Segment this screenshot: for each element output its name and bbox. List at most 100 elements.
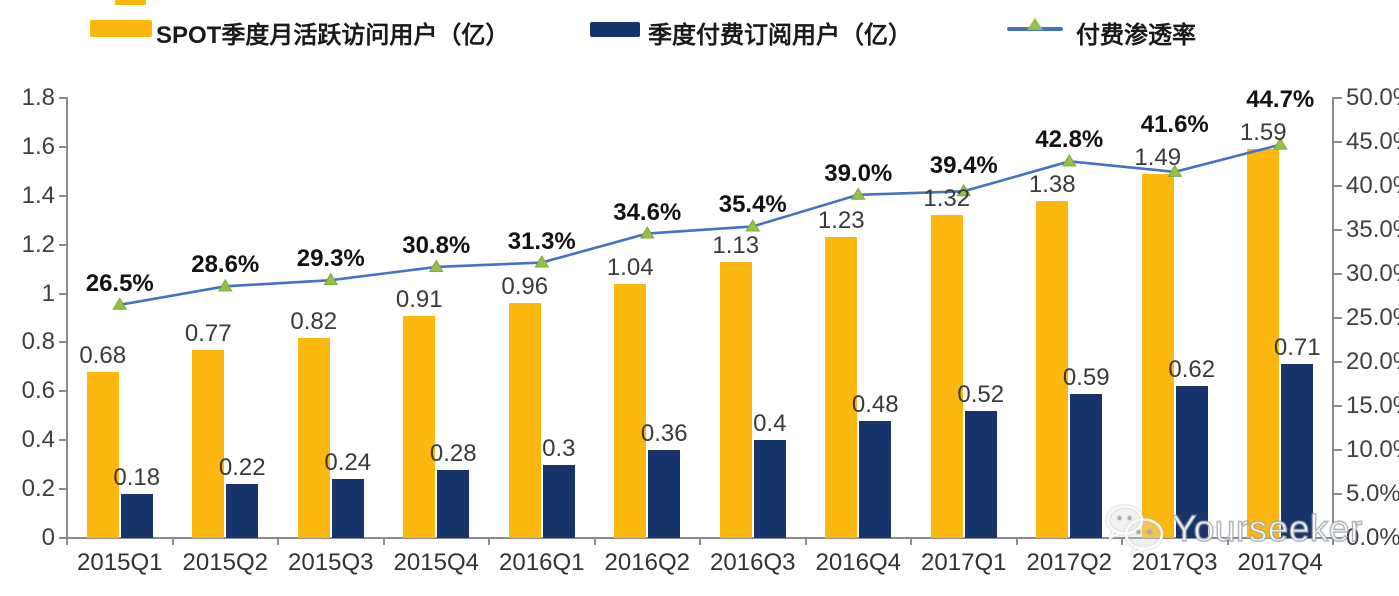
right-axis-tick-label: 20.0%	[1346, 348, 1399, 375]
mau-legend-swatch	[90, 20, 152, 37]
right-axis-tick	[1334, 405, 1342, 407]
right-axis-tick	[1334, 97, 1342, 99]
left-axis-tick	[59, 292, 66, 295]
left-axis-tick-label: 1.4	[21, 181, 55, 209]
x-axis-tick	[910, 538, 912, 545]
triangle-marker-icon	[534, 255, 550, 268]
triangle-marker-icon	[323, 272, 339, 286]
subs-bar	[964, 410, 997, 538]
x-axis-tick	[277, 538, 279, 545]
x-axis-tick	[593, 538, 596, 545]
left-axis-tick	[59, 97, 66, 99]
mau-bar	[825, 237, 858, 538]
x-category-label: 2015Q2	[182, 549, 268, 576]
x-axis-tick	[1015, 538, 1018, 545]
triangle-marker-icon	[639, 226, 655, 239]
left-axis-tick	[59, 488, 66, 491]
x-axis-tick	[66, 538, 68, 545]
subs-bar	[1070, 393, 1103, 538]
mau-bar	[508, 303, 541, 538]
right-axis-tick-label: 40.0%	[1346, 172, 1399, 199]
subs-bar	[542, 464, 575, 538]
subs-bar-label: 0.62	[1168, 356, 1216, 384]
subs-bar-label: 0.18	[113, 464, 161, 491]
subs-bar-label: 0.28	[429, 439, 477, 467]
subs-bar-label: 0.71	[1273, 334, 1321, 362]
mau-bar-label: 0.82	[290, 307, 338, 335]
left-axis-tick	[59, 439, 66, 442]
mau-bar	[297, 337, 330, 538]
subs-legend-label: 季度付费订阅用户（亿）	[648, 22, 912, 49]
triangle-marker-icon	[1027, 18, 1043, 30]
left-axis-tick	[59, 341, 66, 344]
mau-bar-label: 0.91	[395, 285, 443, 313]
x-category-label: 2017Q1	[921, 549, 1007, 576]
penetration-point-label: 39.4%	[929, 152, 998, 180]
triangle-marker-icon	[850, 187, 866, 200]
right-axis-tick	[1334, 273, 1342, 275]
watermark: Yourseeker	[1102, 503, 1363, 555]
left-axis-tick	[59, 145, 66, 148]
subs-bar	[331, 479, 364, 538]
subs-bar	[437, 469, 470, 538]
mau-legend-label: SPOT季度月活跃访问用户（亿）	[156, 22, 510, 49]
subs-bar	[226, 484, 259, 538]
right-axis-tick	[1334, 493, 1342, 495]
mau-bar	[86, 371, 119, 538]
subs-bar-label: 0.3	[542, 434, 576, 462]
subs-bar-label: 0.4	[753, 410, 787, 438]
mau-bar-label: 0.96	[501, 273, 549, 301]
left-axis-tick-label: 0.4	[21, 426, 55, 454]
cropped-yellow-mark	[115, 0, 146, 5]
subs-bar	[1281, 364, 1314, 538]
subs-bar	[120, 494, 153, 538]
right-axis-tick	[1334, 449, 1342, 451]
x-category-label: 2016Q2	[604, 549, 690, 576]
x-axis-tick	[382, 538, 385, 545]
penetration-point-label: 35.4%	[718, 191, 787, 219]
x-category-label: 2017Q2	[1026, 549, 1112, 576]
mau-bar	[403, 315, 436, 538]
right-axis-tick-label: 25.0%	[1346, 304, 1399, 331]
x-axis-tick	[171, 538, 174, 545]
left-axis-tick-label: 0.8	[21, 328, 55, 356]
right-axis-tick	[1334, 141, 1342, 143]
triangle-marker-icon	[112, 297, 128, 310]
x-category-label: 2016Q4	[815, 549, 901, 576]
subs-bar	[753, 440, 786, 538]
triangle-marker-icon	[428, 259, 444, 272]
x-category-label: 2015Q4	[393, 549, 479, 576]
x-category-label: 2017Q4	[1237, 549, 1323, 576]
penetration-legend-label: 付费渗透率	[1076, 22, 1196, 49]
right-axis-tick-label: 15.0%	[1346, 392, 1399, 419]
subs-bar-label: 0.36	[640, 420, 688, 447]
mau-bar	[719, 261, 752, 538]
mau-bar-label: 1.04	[606, 253, 654, 281]
right-axis-tick	[1334, 317, 1342, 319]
triangle-marker-icon	[745, 218, 761, 232]
subs-legend-swatch	[590, 22, 640, 37]
subs-bar-label: 0.52	[957, 380, 1005, 408]
wechat-icon	[1106, 505, 1164, 555]
left-axis-tick-label: 0.2	[21, 475, 55, 503]
left-axis-tick-label: 1.8	[21, 84, 55, 111]
subs-bar	[648, 450, 681, 538]
mau-bar	[192, 349, 225, 538]
subs-bar-label: 0.59	[1062, 363, 1110, 391]
right-axis-tick-label: 10.0%	[1346, 436, 1399, 463]
right-axis-tick-label: 50.0%	[1346, 84, 1399, 111]
right-axis-tick-label: 5.0%	[1346, 480, 1399, 507]
right-axis-tick-label: 30.0%	[1346, 260, 1399, 287]
subs-bar	[1175, 386, 1208, 538]
penetration-point-label: 41.6%	[1140, 110, 1209, 138]
mau-bar-label: 0.77	[184, 319, 232, 347]
mau-bar-label: 1.32	[923, 185, 971, 213]
subs-bar-label: 0.24	[324, 449, 372, 477]
triangle-marker-icon	[1061, 153, 1077, 167]
subs-bar-label: 0.22	[218, 454, 266, 482]
x-category-label: 2017Q3	[1132, 549, 1218, 576]
left-axis-tick-label: 1.2	[21, 230, 55, 258]
right-axis-tick	[1334, 229, 1342, 231]
left-axis-tick	[59, 194, 66, 197]
